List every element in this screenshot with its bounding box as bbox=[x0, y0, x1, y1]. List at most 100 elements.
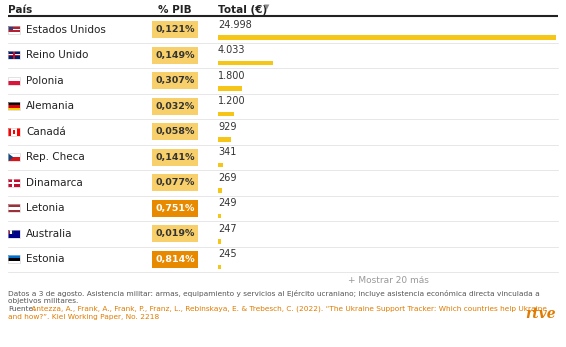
Bar bbox=[8, 105, 20, 108]
Text: Datos a 3 de agosto. Asistencia militar: armas, equipamiento y servicios al Ejér: Datos a 3 de agosto. Asistencia militar:… bbox=[8, 290, 540, 297]
Bar bbox=[218, 86, 242, 91]
Text: 0,307%: 0,307% bbox=[156, 76, 195, 85]
Text: objetivos militares.: objetivos militares. bbox=[8, 297, 78, 304]
Bar bbox=[218, 188, 222, 193]
Text: 0,814%: 0,814% bbox=[155, 255, 195, 264]
Text: Estados Unidos: Estados Unidos bbox=[26, 25, 106, 35]
Text: Alemania: Alemania bbox=[26, 101, 75, 111]
Text: + Mostrar 20 más: + Mostrar 20 más bbox=[348, 276, 428, 285]
Text: Canadá: Canadá bbox=[26, 127, 66, 137]
Bar bbox=[8, 26, 13, 30]
Bar bbox=[8, 153, 20, 161]
Bar bbox=[152, 174, 198, 192]
Text: 0,019%: 0,019% bbox=[155, 229, 195, 238]
Bar bbox=[8, 81, 20, 85]
Text: 1.200: 1.200 bbox=[218, 96, 246, 106]
Bar bbox=[218, 111, 234, 116]
Bar bbox=[152, 72, 198, 90]
Bar bbox=[8, 26, 20, 34]
Text: Fuente:: Fuente: bbox=[8, 306, 36, 312]
Bar bbox=[8, 204, 20, 207]
Text: 0,141%: 0,141% bbox=[155, 153, 195, 162]
Bar bbox=[8, 33, 20, 34]
Bar bbox=[152, 225, 198, 243]
Text: Dinamarca: Dinamarca bbox=[26, 178, 83, 188]
Bar bbox=[13, 51, 15, 59]
Bar bbox=[152, 149, 198, 166]
Bar bbox=[8, 153, 20, 161]
Bar bbox=[8, 207, 20, 210]
Bar bbox=[13, 130, 15, 134]
Bar bbox=[8, 255, 20, 263]
Text: 0,058%: 0,058% bbox=[155, 127, 195, 136]
Text: 929: 929 bbox=[218, 121, 237, 132]
Text: País: País bbox=[8, 5, 32, 15]
Bar bbox=[8, 102, 20, 110]
Bar bbox=[8, 230, 20, 238]
Text: Australia: Australia bbox=[26, 229, 72, 239]
Bar bbox=[8, 230, 20, 238]
Bar bbox=[152, 123, 198, 141]
Text: 341: 341 bbox=[218, 147, 237, 157]
Text: Letonia: Letonia bbox=[26, 203, 65, 213]
Bar bbox=[8, 255, 20, 258]
Bar bbox=[8, 54, 20, 56]
Bar bbox=[218, 137, 230, 142]
Bar bbox=[152, 46, 198, 64]
Bar bbox=[218, 35, 556, 40]
Text: 247: 247 bbox=[218, 223, 237, 234]
Text: Antezza, A., Frank, A., Frank, P., Franz, L., Rebinskaya, E. & Trebesch, C. (202: Antezza, A., Frank, A., Frank, P., Franz… bbox=[29, 306, 547, 313]
Bar bbox=[152, 251, 198, 268]
Text: Reino Unido: Reino Unido bbox=[26, 50, 88, 60]
Text: Polonia: Polonia bbox=[26, 76, 63, 86]
Bar bbox=[8, 261, 20, 263]
Bar bbox=[8, 128, 20, 136]
Bar bbox=[218, 239, 221, 244]
Bar bbox=[9, 230, 10, 234]
Bar bbox=[218, 162, 222, 167]
Bar bbox=[13, 51, 15, 59]
Bar bbox=[8, 77, 20, 85]
Text: 0,751%: 0,751% bbox=[155, 204, 195, 213]
Polygon shape bbox=[8, 153, 14, 161]
Bar bbox=[11, 128, 17, 136]
Bar bbox=[8, 231, 14, 232]
Text: and how?”. Kiel Working Paper, No. 2218: and how?”. Kiel Working Paper, No. 2218 bbox=[8, 313, 159, 320]
Bar bbox=[8, 51, 20, 59]
Bar bbox=[8, 157, 20, 161]
Bar bbox=[8, 51, 20, 59]
Bar bbox=[8, 128, 20, 136]
Text: 0,077%: 0,077% bbox=[155, 178, 195, 187]
Text: Rep. Checa: Rep. Checa bbox=[26, 152, 85, 162]
Text: 0,032%: 0,032% bbox=[156, 102, 195, 111]
Bar bbox=[8, 55, 20, 56]
Bar bbox=[218, 60, 273, 65]
Bar bbox=[8, 231, 14, 232]
Bar bbox=[8, 26, 20, 34]
Bar bbox=[12, 179, 14, 187]
Bar bbox=[8, 182, 20, 184]
Text: % PIB: % PIB bbox=[158, 5, 192, 15]
Bar bbox=[8, 179, 20, 187]
Bar bbox=[152, 98, 198, 115]
Bar bbox=[8, 230, 14, 234]
Bar bbox=[8, 210, 20, 212]
Text: Estonia: Estonia bbox=[26, 254, 65, 264]
Bar bbox=[8, 102, 20, 105]
Text: ▼: ▼ bbox=[264, 4, 269, 10]
Text: 269: 269 bbox=[218, 172, 237, 183]
Bar bbox=[8, 108, 20, 110]
Bar bbox=[8, 29, 20, 30]
Bar bbox=[8, 77, 20, 85]
Text: 0,149%: 0,149% bbox=[155, 51, 195, 60]
Bar bbox=[218, 264, 221, 269]
Bar bbox=[10, 230, 12, 234]
Text: Total (€): Total (€) bbox=[218, 5, 267, 15]
Bar bbox=[218, 213, 221, 218]
Text: 249: 249 bbox=[218, 198, 237, 208]
Bar bbox=[8, 32, 20, 33]
Text: 4.033: 4.033 bbox=[218, 45, 246, 55]
Text: 24.998: 24.998 bbox=[218, 19, 252, 29]
Text: 245: 245 bbox=[218, 249, 237, 259]
Text: 1.800: 1.800 bbox=[218, 70, 246, 81]
